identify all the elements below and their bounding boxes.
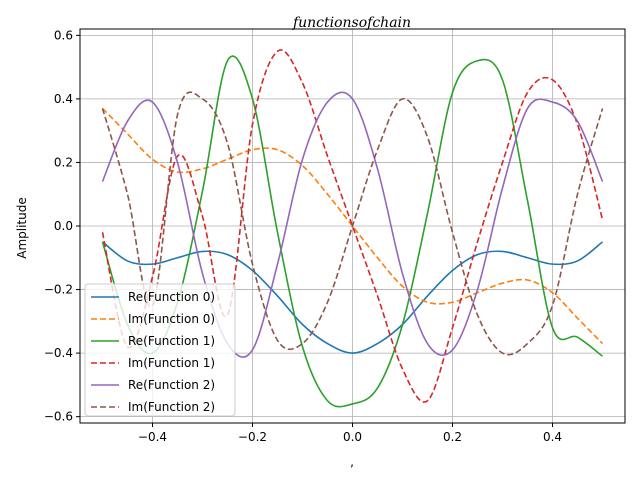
y-tick-label: −0.4 — [44, 346, 73, 360]
chart-title: functionsofchain — [292, 15, 411, 31]
axis-ticks: −0.4 −0.2 0.0 0.2 0.4 −0.6 −0.4 −0.2 0.0 0.2 0.4 0.… — [44, 28, 562, 444]
series-line-4 — [101, 91, 604, 358]
y-tick-label: −0.6 — [44, 410, 73, 424]
legend: Re(Function 0) Im(Function 0) Re(Function … — [84, 283, 236, 417]
x-axis-label: , — [350, 455, 354, 469]
y-axis-label: Amplitude — [15, 197, 29, 259]
series-lines — [101, 49, 604, 408]
legend-entry-2: Re(Function 1) — [128, 334, 215, 348]
series-line-0 — [102, 241, 603, 354]
x-tick-label: −0.2 — [238, 430, 267, 444]
series-line-2 — [101, 55, 603, 408]
x-tick-label: 0.2 — [443, 430, 462, 444]
y-tick-label: −0.2 — [44, 283, 73, 297]
x-tick-label: 0.0 — [343, 430, 362, 444]
legend-entry-4: Re(Function 2) — [128, 378, 215, 392]
series-line-5 — [101, 91, 604, 356]
x-tick-label: 0.4 — [543, 430, 562, 444]
y-tick-label: 0.0 — [54, 219, 73, 233]
series-line-3 — [101, 49, 604, 403]
legend-box — [84, 283, 236, 417]
legend-entry-1: Im(Function 0) — [128, 312, 215, 326]
legend-entry-5: Im(Function 2) — [128, 400, 215, 414]
x-tick-label: −0.4 — [138, 430, 167, 444]
series-line-1 — [101, 107, 604, 345]
y-tick-label: 0.4 — [54, 92, 73, 106]
y-tick-label: 0.6 — [54, 28, 73, 42]
legend-entry-3: Im(Function 1) — [128, 356, 215, 370]
legend-entry-0: Re(Function 0) — [128, 290, 215, 304]
y-tick-label: 0.2 — [54, 155, 73, 169]
